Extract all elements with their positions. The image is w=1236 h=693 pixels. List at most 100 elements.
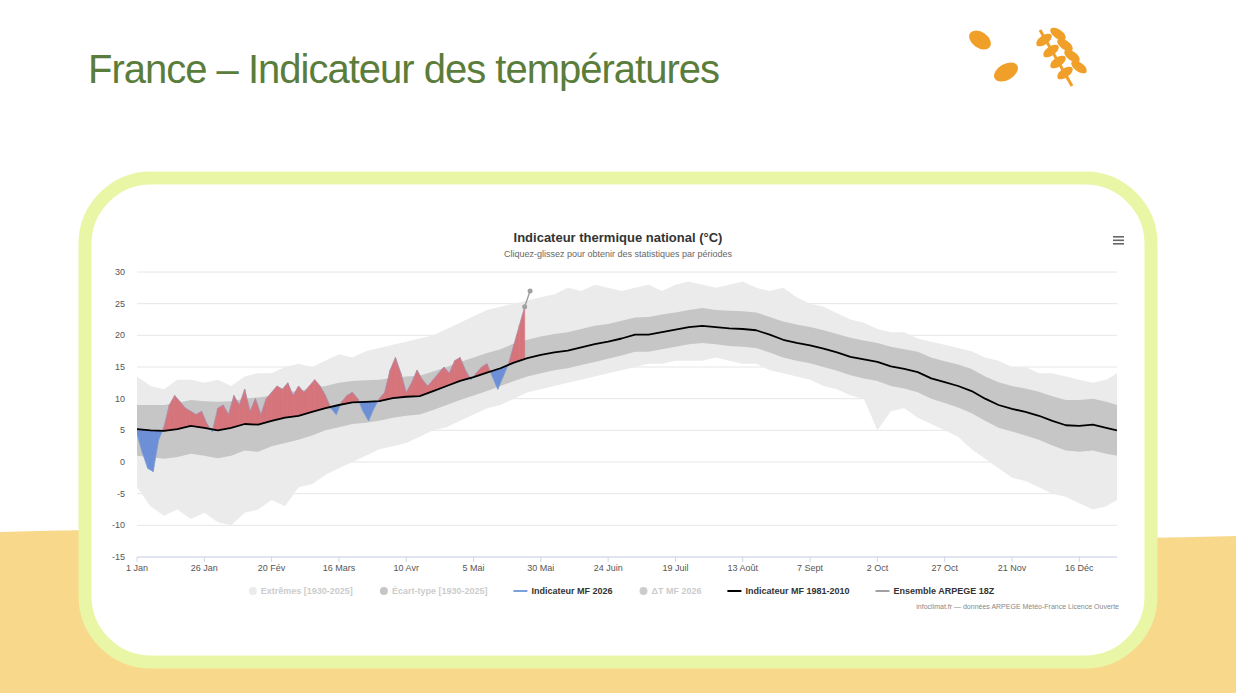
legend-label: Écart-type [1930-2025] bbox=[392, 586, 488, 596]
band bbox=[137, 308, 1117, 459]
x-tick bbox=[877, 557, 878, 562]
anomaly-area bbox=[239, 389, 244, 425]
page-title: France – Indicateur des températures bbox=[88, 47, 719, 91]
y-tick-label: -5 bbox=[117, 489, 125, 499]
band bbox=[137, 282, 1117, 526]
x-tick-label: 1 Jan bbox=[126, 563, 148, 573]
y-tick-label: 30 bbox=[115, 267, 125, 277]
x-tick bbox=[810, 557, 811, 562]
x-tick-label: 13 Août bbox=[728, 563, 759, 573]
anomaly-area bbox=[363, 402, 368, 421]
x-tick-label: 21 Nov bbox=[998, 563, 1027, 573]
menu-icon bbox=[1113, 236, 1124, 245]
chart-subtitle: Cliquez-glissez pour obtenir des statist… bbox=[504, 249, 733, 259]
background bbox=[0, 0, 1236, 693]
anomaly-fill bbox=[137, 307, 525, 472]
x-tick-label: 5 Mai bbox=[463, 563, 485, 573]
legend-label: ΔT MF 2026 bbox=[652, 586, 702, 596]
x-tick-label: 19 Juil bbox=[662, 563, 688, 573]
x-axis-line bbox=[137, 557, 1117, 558]
x-tick bbox=[1012, 557, 1013, 562]
y-tick-label: -10 bbox=[112, 520, 125, 530]
x-tick bbox=[406, 557, 407, 562]
leaf-icon bbox=[966, 25, 1089, 86]
x-tick-label: 20 Fév bbox=[258, 563, 286, 573]
chart-title: Indicateur thermique national (°C) bbox=[514, 230, 723, 245]
x-tick bbox=[204, 557, 205, 562]
y-tick-label: 15 bbox=[115, 362, 125, 372]
anomaly-area bbox=[514, 326, 519, 363]
x-tick-label: 27 Oct bbox=[931, 563, 958, 573]
anomaly-area bbox=[288, 383, 293, 417]
grain bbox=[1055, 64, 1075, 82]
legend-item: Indicateur MF 1981-2010 bbox=[727, 586, 849, 596]
grid-line bbox=[137, 272, 1117, 273]
x-tick bbox=[137, 557, 138, 562]
x-tick-label: 2 Oct bbox=[867, 563, 889, 573]
anomaly-area bbox=[299, 386, 304, 416]
leaf bbox=[966, 27, 995, 54]
anomaly-area bbox=[395, 358, 400, 398]
y-tick-label: 25 bbox=[115, 299, 125, 309]
y-tick-label: -15 bbox=[112, 552, 125, 562]
legend-symbol bbox=[380, 587, 388, 595]
x-tick-label: 30 Mai bbox=[527, 563, 554, 573]
marker bbox=[522, 304, 527, 309]
legend-label: Indicateur MF 2026 bbox=[531, 586, 612, 596]
legend-item: ΔT MF 2026 bbox=[640, 586, 702, 596]
anomaly-area bbox=[315, 380, 320, 412]
anomaly-area bbox=[519, 307, 524, 361]
anomaly-area bbox=[148, 430, 153, 471]
x-tick bbox=[675, 557, 676, 562]
grain bbox=[1069, 58, 1089, 76]
legend-item: Écart-type [1930-2025] bbox=[380, 586, 488, 596]
x-tick bbox=[338, 557, 339, 562]
anomaly-area bbox=[180, 402, 185, 429]
x-tick-label: 16 Déc bbox=[1065, 563, 1094, 573]
legend-symbol bbox=[876, 590, 890, 592]
y-tick-label: 0 bbox=[120, 457, 125, 467]
y-tick-label: 5 bbox=[120, 425, 125, 435]
legend-item: Indicateur MF 2026 bbox=[513, 586, 612, 596]
y-tick-label: 10 bbox=[115, 394, 125, 404]
x-tick-label: 26 Jan bbox=[191, 563, 218, 573]
marker bbox=[528, 289, 533, 294]
slide: France – Indicateur des températures Indi… bbox=[0, 0, 1236, 693]
x-tick bbox=[1079, 557, 1080, 562]
legend-symbol bbox=[640, 587, 648, 595]
anomaly-area bbox=[412, 370, 417, 396]
legend-label: Ensemble ARPEGE 18Z bbox=[894, 586, 995, 596]
x-tick-label: 24 Juin bbox=[594, 563, 623, 573]
legend-symbol bbox=[249, 587, 257, 595]
x-tick bbox=[608, 557, 609, 562]
x-tick-label: 7 Sept bbox=[797, 563, 824, 573]
plot-area bbox=[137, 282, 1117, 526]
series-line bbox=[137, 326, 1117, 431]
anomaly-area bbox=[460, 358, 465, 381]
panel-frame bbox=[85, 178, 1151, 662]
grid-line bbox=[137, 525, 1117, 526]
anomaly-area bbox=[277, 386, 282, 420]
legend-label: Indicateur MF 1981-2010 bbox=[745, 586, 849, 596]
y-tick-label: 20 bbox=[115, 330, 125, 340]
menu-bar bbox=[1113, 236, 1124, 238]
anomaly-area bbox=[250, 399, 255, 425]
legend-item: Ensemble ARPEGE 18Z bbox=[876, 586, 995, 596]
x-tick bbox=[271, 557, 272, 562]
x-tick-label: 10 Avr bbox=[394, 563, 419, 573]
anomaly-area bbox=[266, 392, 271, 422]
anomaly-area bbox=[455, 358, 460, 383]
leaf bbox=[991, 59, 1022, 86]
anomaly-area bbox=[142, 430, 147, 469]
x-tick bbox=[742, 557, 743, 562]
x-tick bbox=[540, 557, 541, 562]
x-tick bbox=[473, 557, 474, 562]
x-tick-label: 16 Mars bbox=[323, 563, 356, 573]
menu-bar bbox=[1113, 243, 1124, 245]
anomaly-area bbox=[218, 405, 223, 430]
x-tick bbox=[944, 557, 945, 562]
legend: Extrêmes [1930-2025] Écart-type [1930-202… bbox=[249, 586, 995, 596]
anomaly-area bbox=[417, 370, 422, 396]
legend-label: Extrêmes [1930-2025] bbox=[261, 586, 353, 596]
legend-symbol bbox=[727, 590, 741, 592]
